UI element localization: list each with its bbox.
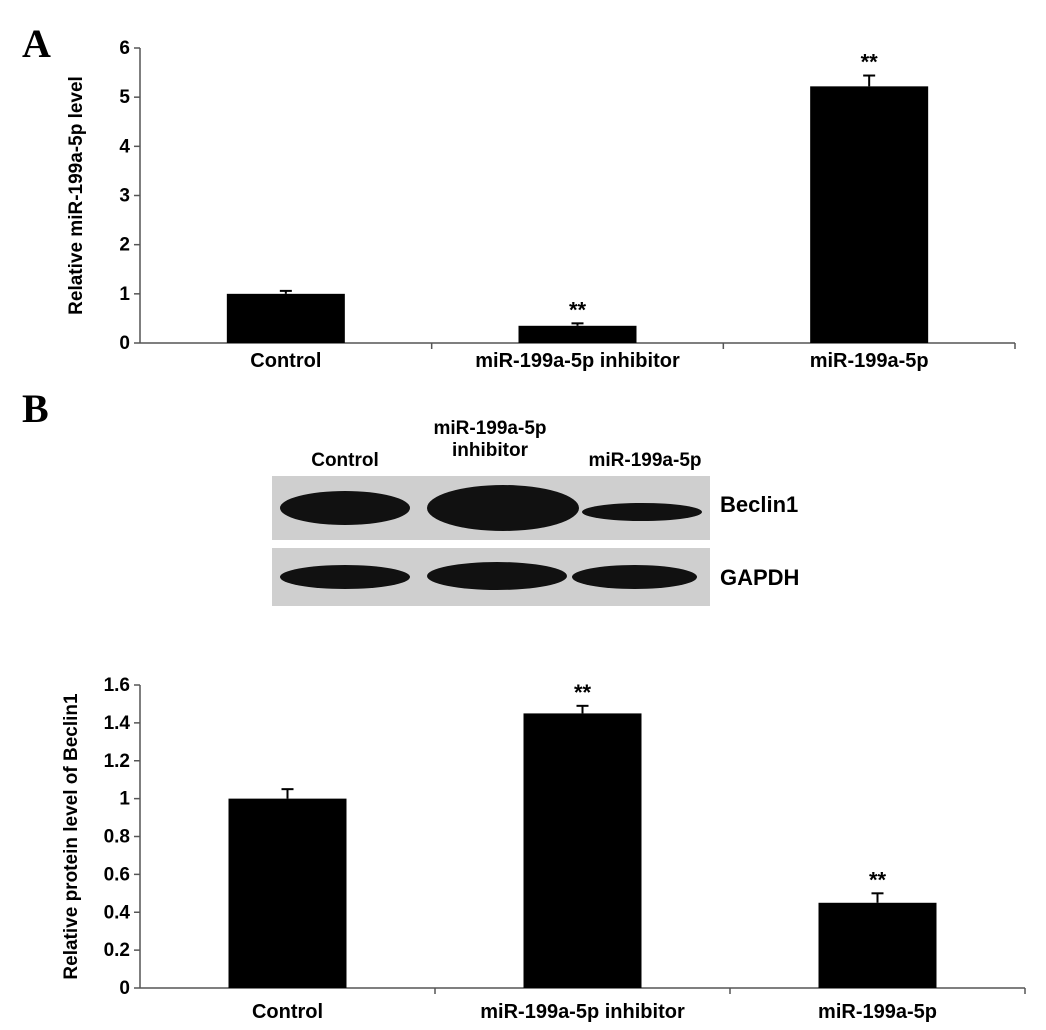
chart-a-y-tick-label: 0 [119, 333, 130, 354]
chart-a-significance-label: ** [861, 50, 879, 75]
chart-a: 0 1 2 3 4 5 6 Control ** miR-199a-5p inhibitor ** m… [66, 38, 1016, 372]
chart-a-y-tick-label: 3 [119, 186, 130, 207]
chart-b-y-tick-label: 1.4 [104, 713, 131, 734]
chart-a-category-label: miR-199a-5p inhibitor [475, 350, 680, 372]
blot-row-label-gapdh: GAPDH [720, 565, 800, 590]
chart-b-y-tick-label: 1 [119, 789, 130, 810]
chart-a-y-tick-label: 5 [119, 87, 130, 108]
chart-b-y-axis-title: Relative protein level of Beclin1 [61, 693, 82, 980]
chart-b-y-tick-label: 0.8 [104, 827, 130, 848]
chart-b-bar [523, 713, 642, 988]
chart-b-significance-label: ** [869, 867, 887, 892]
beclin1-band-control [280, 491, 410, 525]
beclin1-band-mir [582, 503, 702, 521]
chart-b-bar [818, 902, 937, 988]
chart-b-category-label: Control [252, 1001, 323, 1023]
blot-strip-gapdh [272, 548, 710, 606]
chart-b-y-tick-label: 0.2 [104, 940, 130, 961]
blot-row-label-beclin1: Beclin1 [720, 492, 799, 517]
gapdh-band-inhibitor [427, 562, 567, 590]
chart-b-category-label: miR-199a-5p inhibitor [480, 1001, 685, 1023]
chart-a-y-tick-label: 6 [119, 38, 130, 59]
chart-b-y-tick-label: 1.2 [104, 751, 130, 772]
chart-a-y-tick-label: 2 [119, 235, 130, 256]
blot-strip-beclin1 [272, 476, 710, 540]
chart-a-category-label: miR-199a-5p [810, 350, 929, 372]
blot-lane-label-control: Control [311, 450, 379, 471]
chart-a-bar [810, 86, 929, 343]
chart-b-y-tick-label: 0 [119, 978, 130, 999]
chart-a-y-axis-title: Relative miR-199a-5p level [66, 76, 87, 315]
chart-a-bar [226, 293, 345, 343]
beclin1-band-inhibitor [427, 485, 579, 531]
chart-b-y-tick-label: 0.4 [104, 902, 131, 923]
chart-b-bar [228, 798, 347, 988]
blot-lane-label-inhibitor: miR-199a-5p inhibitor [433, 418, 547, 461]
gapdh-band-mir [572, 565, 697, 589]
chart-a-y-tick-label: 4 [119, 136, 130, 157]
chart-a-y-tick-label: 1 [119, 284, 130, 305]
gapdh-band-control [280, 565, 410, 589]
chart-b-y-tick-label: 1.6 [104, 675, 130, 696]
chart-a-bar [518, 325, 637, 343]
chart-b-category-label: miR-199a-5p [818, 1001, 937, 1023]
chart-b-significance-label: ** [574, 680, 592, 705]
chart-b: 0 0.2 0.4 0.6 0.8 1 1.2 1.4 1.6 Control ** miR-199a… [61, 675, 1026, 1023]
blot-lane-label-mir: miR-199a-5p [588, 450, 702, 471]
chart-b-y-tick-label: 0.6 [104, 864, 130, 885]
chart-a-category-label: Control [250, 350, 321, 372]
panel-label-b: B [22, 386, 49, 431]
panel-label-a: A [22, 21, 51, 66]
chart-a-significance-label: ** [569, 297, 587, 322]
